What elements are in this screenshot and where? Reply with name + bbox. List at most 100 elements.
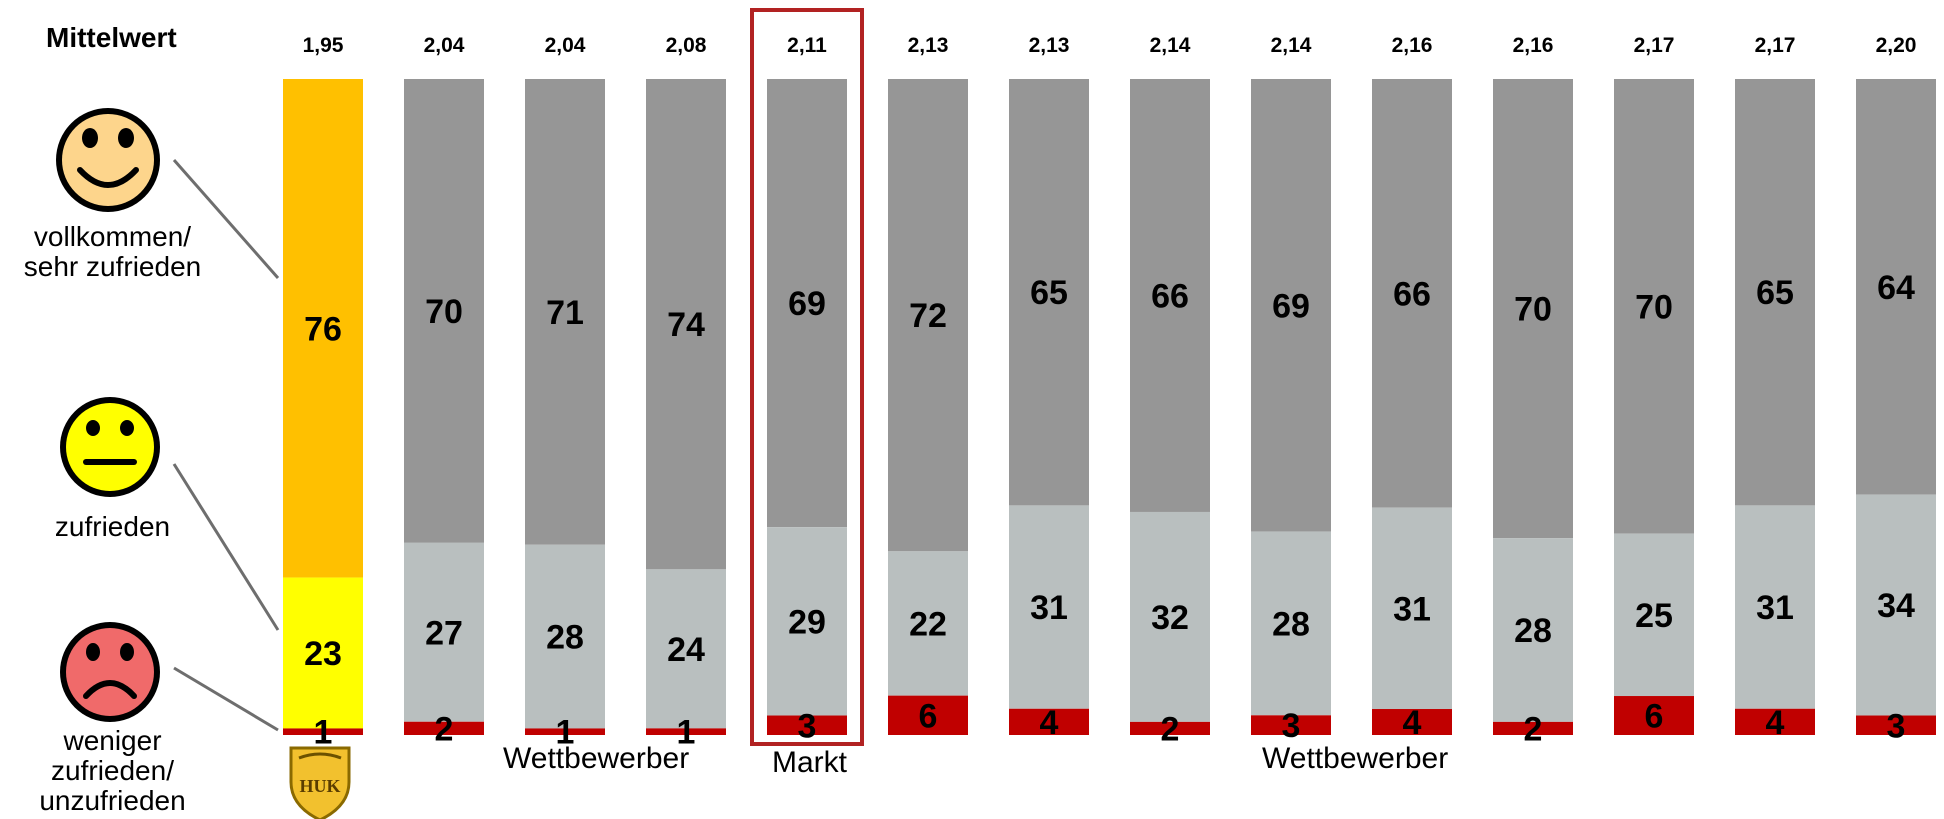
data-label-low: 4: [1403, 704, 1422, 742]
data-label-top: 69: [788, 285, 826, 323]
data-label-low: 2: [1161, 710, 1180, 748]
data-label-mid: 28: [1514, 612, 1552, 650]
data-label-mid: 25: [1635, 597, 1673, 635]
mean-value-label: 2,17: [1634, 34, 1675, 57]
bar-segment-top: [1493, 79, 1573, 539]
bar-segment-top: [283, 79, 363, 578]
legend-label-mid: zufrieden: [0, 512, 225, 542]
bar-segment-mid: [1614, 533, 1694, 697]
legend-label-top-line2: sehr zufrieden: [23, 251, 202, 282]
mean-value-label: 2,17: [1755, 34, 1796, 57]
group-label-market: Markt: [772, 746, 847, 779]
data-label-low: 2: [1524, 710, 1543, 748]
data-label-mid: 31: [1756, 589, 1794, 627]
bar-segment-mid: [646, 569, 726, 729]
legend-connector-mid: [172, 463, 280, 631]
data-label-top: 72: [909, 297, 947, 335]
bar-segment-mid: [525, 544, 605, 729]
huk-shield-logo: HUK: [289, 746, 351, 819]
mean-value-label: 1,95: [303, 34, 344, 57]
bar-segment-mid: [1493, 538, 1573, 722]
bar-segment-mid: [404, 542, 484, 722]
data-label-top: 76: [304, 310, 342, 348]
bar-segment-low: [888, 695, 968, 735]
happy-face-icon: [56, 108, 160, 212]
mean-value-label: 2,13: [908, 34, 949, 57]
mean-title: Mittelwert: [46, 22, 177, 53]
bar-segment-mid: [283, 577, 363, 729]
data-label-top: 65: [1756, 274, 1794, 312]
legend-label-low: weniger zufrieden/ unzufrieden: [0, 726, 225, 816]
bar-segment-low: [1614, 696, 1694, 735]
mean-value-label: 2,13: [1029, 34, 1070, 57]
mean-value-label: 2,16: [1513, 34, 1554, 57]
data-label-mid: 28: [1272, 605, 1310, 643]
data-label-mid: 32: [1151, 599, 1189, 637]
bar-segment-top: [767, 79, 847, 528]
data-label-low: 2: [435, 710, 454, 748]
mean-value-label: 2,16: [1392, 34, 1433, 57]
sad-face-icon: [60, 622, 160, 722]
bar-segment-top: [1130, 79, 1210, 512]
bars-layer: 762311,95702722,04712812,04742412,086929…: [283, 8, 1936, 752]
bar-segment-low: [404, 721, 484, 735]
mean-value-label: 2,14: [1150, 34, 1191, 57]
data-label-low: 1: [314, 714, 333, 752]
data-label-top: 74: [667, 306, 705, 344]
bar-segment-top: [1251, 79, 1331, 532]
bar-segment-top: [1614, 79, 1694, 534]
bar-segment-low: [1009, 708, 1089, 735]
bar-segment-low: [1493, 721, 1573, 735]
bar-segment-low: [1372, 709, 1452, 735]
data-label-mid: 28: [546, 619, 584, 657]
legend-label-low-line2: zufrieden/: [51, 755, 174, 786]
group-label-competitors-right: Wettbewerber: [1262, 742, 1449, 775]
legend-label-low-line3: unzufrieden: [39, 785, 186, 816]
bar-segment-top: [525, 79, 605, 545]
data-label-low: 6: [1645, 698, 1664, 736]
legend-label-top: vollkommen/ sehr zufrieden: [0, 222, 225, 282]
data-label-top: 70: [1514, 291, 1552, 329]
data-label-mid: 22: [909, 605, 947, 643]
data-label-mid: 24: [667, 631, 705, 669]
mean-value-label: 2,04: [545, 34, 586, 57]
bar-segment-low: [525, 728, 605, 735]
mean-value-label: 2,14: [1271, 34, 1312, 57]
data-label-low: 3: [1887, 707, 1906, 745]
data-label-top: 70: [425, 293, 463, 331]
bar-segment-top: [1009, 79, 1089, 506]
bar-segment-top: [888, 79, 968, 552]
data-label-mid: 27: [425, 614, 463, 652]
data-label-mid: 31: [1030, 589, 1068, 627]
legend-connector-low: [173, 666, 279, 732]
bar-segment-low: [646, 728, 726, 735]
mean-value-label: 2,04: [424, 34, 465, 57]
data-label-mid: 34: [1877, 587, 1915, 625]
neutral-face-icon: [60, 397, 160, 497]
bar-segment-mid: [1856, 494, 1936, 716]
bar-segment-top: [1735, 79, 1815, 506]
mean-value-label: 2,08: [666, 34, 707, 57]
bar-segment-low: [1251, 715, 1331, 735]
data-label-top: 66: [1151, 277, 1189, 315]
legend-label-top-line1: vollkommen/: [33, 221, 192, 252]
bar-segment-mid: [1130, 511, 1210, 722]
bar-segment-top: [646, 79, 726, 570]
data-label-mid: 29: [788, 603, 826, 641]
data-label-low: 1: [677, 714, 696, 752]
bar-segment-low: [283, 728, 363, 735]
data-label-top: 66: [1393, 275, 1431, 313]
data-label-mid: 31: [1393, 590, 1431, 628]
bar-segment-low: [1735, 708, 1815, 735]
bar-segment-mid: [1009, 505, 1089, 709]
bar-segment-mid: [1372, 507, 1452, 710]
data-label-low: 4: [1766, 704, 1785, 742]
bar-segment-low: [1856, 715, 1936, 735]
legend-connector-top: [172, 159, 280, 279]
bar-segment-top: [1856, 79, 1936, 495]
bar-segment-mid: [767, 527, 847, 716]
data-label-top: 70: [1635, 288, 1673, 326]
data-label-top: 64: [1877, 269, 1915, 307]
data-label-top: 65: [1030, 274, 1068, 312]
